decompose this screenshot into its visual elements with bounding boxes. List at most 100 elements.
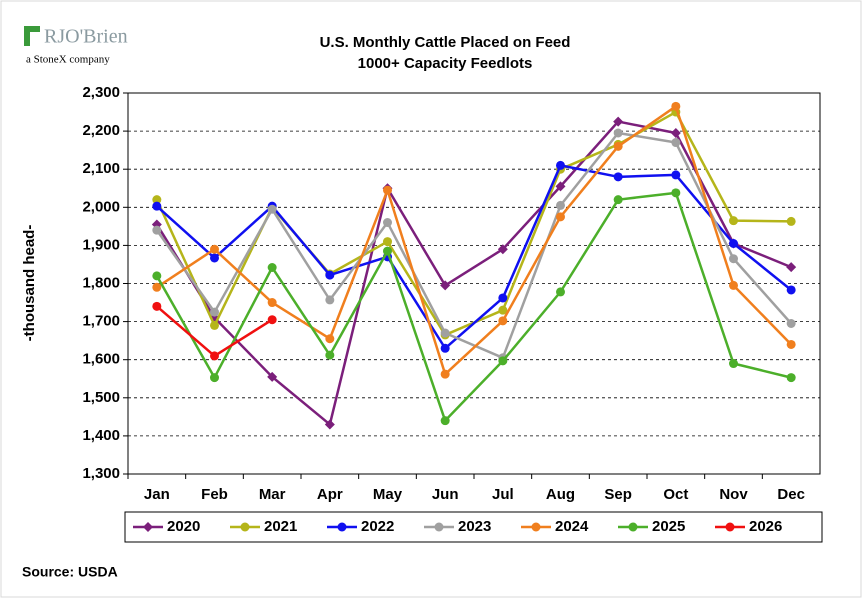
legend-marker bbox=[628, 522, 638, 532]
legend-label: 2022 bbox=[361, 518, 394, 535]
x-tick-label: Mar bbox=[259, 486, 286, 503]
data-point bbox=[325, 295, 335, 305]
data-point bbox=[152, 271, 162, 281]
data-point bbox=[267, 262, 277, 272]
chart-subtitle: 1000+ Capacity Feedlots bbox=[358, 55, 533, 72]
data-point bbox=[786, 262, 797, 273]
data-point bbox=[383, 237, 392, 247]
legend-label: 2025 bbox=[652, 518, 685, 535]
data-point bbox=[210, 373, 219, 383]
series-line bbox=[156, 105, 793, 376]
data-point bbox=[325, 350, 335, 360]
data-point bbox=[613, 195, 623, 205]
y-tick-label: 2,100 bbox=[82, 160, 120, 177]
data-point bbox=[210, 307, 219, 317]
data-point bbox=[729, 216, 738, 226]
data-point bbox=[440, 280, 451, 291]
chart-title: U.S. Monthly Cattle Placed on Feed bbox=[320, 34, 571, 51]
legend-marker bbox=[531, 522, 541, 532]
legend-label: 2024 bbox=[555, 518, 589, 535]
series-line bbox=[155, 164, 792, 350]
data-point bbox=[440, 328, 450, 338]
legend-marker bbox=[143, 522, 153, 532]
y-tick-label: 2,200 bbox=[82, 122, 120, 139]
legend-marker bbox=[434, 522, 444, 532]
data-point bbox=[555, 181, 566, 192]
data-point bbox=[729, 238, 738, 248]
logo-tagline: a StoneX company bbox=[26, 54, 110, 66]
data-point bbox=[556, 212, 565, 222]
x-tick-label: Nov bbox=[719, 486, 748, 503]
data-point bbox=[152, 195, 162, 205]
data-point bbox=[152, 201, 162, 211]
data-point bbox=[498, 293, 508, 303]
x-tick-label: Feb bbox=[201, 486, 228, 503]
data-point bbox=[498, 305, 508, 315]
data-point bbox=[383, 218, 392, 228]
data-point bbox=[324, 419, 335, 430]
y-tick-label: 1,400 bbox=[82, 427, 120, 444]
y-tick-label: 1,800 bbox=[82, 274, 120, 291]
data-point bbox=[613, 128, 623, 138]
data-point bbox=[267, 371, 278, 382]
data-point bbox=[671, 101, 681, 111]
data-point bbox=[440, 416, 450, 426]
data-point bbox=[729, 280, 738, 290]
data-point bbox=[267, 315, 277, 325]
data-point bbox=[210, 253, 219, 263]
data-point bbox=[152, 301, 162, 311]
legend-marker bbox=[240, 522, 250, 532]
logo-name: RJO'Brien bbox=[44, 26, 128, 48]
series-line bbox=[155, 120, 792, 426]
data-point bbox=[729, 359, 738, 369]
legend-marker bbox=[337, 522, 347, 532]
y-axis-label: -thousand head- bbox=[21, 225, 38, 342]
y-tick-label: 1,500 bbox=[82, 389, 120, 406]
data-point bbox=[556, 200, 565, 210]
series-line bbox=[155, 191, 792, 422]
x-tick-label: Jan bbox=[144, 486, 170, 503]
x-tick-label: Jul bbox=[492, 486, 514, 503]
x-tick-label: Dec bbox=[777, 486, 805, 503]
source: Source: USDA bbox=[22, 564, 118, 580]
plot-border bbox=[127, 92, 821, 475]
x-tick-label: Apr bbox=[317, 486, 343, 503]
data-point bbox=[498, 356, 508, 366]
y-tick-label: 2,300 bbox=[82, 84, 120, 101]
data-point bbox=[325, 270, 335, 280]
x-tick-label: Oct bbox=[663, 486, 688, 503]
data-point bbox=[786, 373, 796, 383]
data-point bbox=[440, 343, 450, 353]
data-point bbox=[210, 244, 219, 254]
data-point bbox=[613, 141, 623, 151]
x-tick-label: Jun bbox=[432, 486, 459, 503]
data-point bbox=[556, 287, 565, 297]
legend-label: 2023 bbox=[458, 518, 491, 535]
data-point bbox=[786, 319, 796, 329]
data-point bbox=[440, 369, 450, 379]
data-point bbox=[613, 116, 624, 127]
data-point bbox=[786, 339, 796, 349]
data-point bbox=[383, 246, 392, 256]
data-point bbox=[556, 160, 565, 170]
y-tick-label: 1,700 bbox=[82, 313, 120, 330]
data-point bbox=[613, 172, 623, 182]
data-point bbox=[786, 216, 796, 226]
data-point bbox=[325, 334, 335, 344]
logo-icon-cut bbox=[30, 32, 40, 46]
y-tick-label: 1,300 bbox=[82, 465, 120, 482]
y-tick-label: 2,000 bbox=[82, 198, 120, 215]
x-tick-label: Aug bbox=[546, 486, 575, 503]
data-point bbox=[210, 320, 219, 330]
legend-label: 2021 bbox=[264, 518, 297, 535]
legend-marker bbox=[725, 522, 735, 532]
data-point bbox=[671, 170, 681, 180]
data-point bbox=[498, 316, 508, 326]
data-point bbox=[670, 128, 681, 139]
legend-label: 2020 bbox=[167, 518, 200, 535]
x-tick-label: May bbox=[373, 486, 403, 503]
x-tick-label: Sep bbox=[604, 486, 632, 503]
data-point bbox=[152, 225, 162, 235]
y-tick-label: 1,900 bbox=[82, 236, 120, 253]
